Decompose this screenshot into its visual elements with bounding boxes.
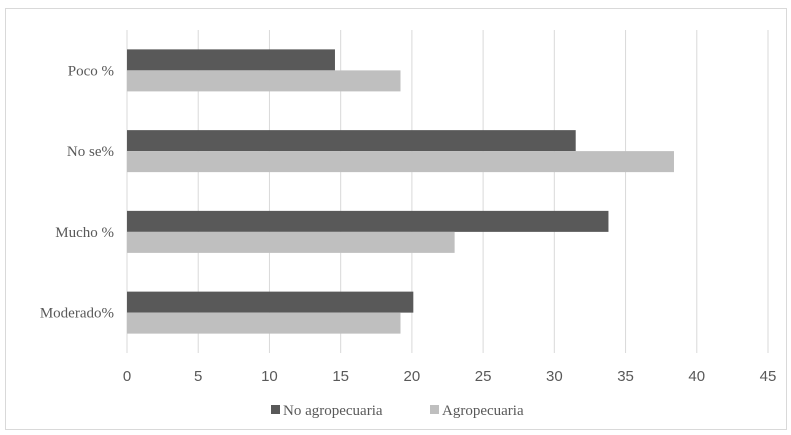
- bar-no-agropecuaria-1: [127, 130, 576, 152]
- x-tick-label: 15: [332, 368, 349, 385]
- legend-label-0: No agropecuaria: [283, 403, 383, 419]
- x-tick-label: 45: [760, 368, 777, 385]
- bar-no-agropecuaria-0: [127, 49, 335, 71]
- legend-label-1: Agropecuaria: [442, 403, 524, 419]
- bar-agropecuaria-3: [127, 312, 401, 334]
- x-tick-label: 5: [194, 368, 202, 385]
- bar-no-agropecuaria-2: [127, 210, 609, 232]
- category-labels: Poco % No se% Mucho % Moderado%: [40, 63, 114, 321]
- bar-agropecuaria-0: [127, 70, 401, 92]
- legend-swatch-0: [271, 405, 280, 414]
- x-tick-label: 25: [475, 368, 492, 385]
- x-tick-label: 35: [617, 368, 634, 385]
- x-tick-label: 30: [546, 368, 563, 385]
- x-tick-label: 0: [123, 368, 131, 385]
- x-tick-label: 40: [688, 368, 705, 385]
- x-tick-label: 10: [261, 368, 278, 385]
- bar-agropecuaria-1: [127, 151, 674, 173]
- bar-no-agropecuaria-3: [127, 291, 414, 313]
- legend: No agropecuaria Agropecuaria: [271, 403, 524, 419]
- x-axis-tick-labels: 0 5 10 15 20 25 30 35 40 45: [123, 368, 777, 385]
- category-label: Moderado%: [40, 306, 114, 322]
- bars: [127, 49, 674, 334]
- category-label: Poco %: [68, 63, 114, 79]
- category-label: No se%: [67, 144, 114, 160]
- bar-agropecuaria-2: [127, 231, 455, 253]
- x-tick-label: 20: [404, 368, 421, 385]
- legend-swatch-1: [430, 405, 439, 414]
- category-label: Mucho %: [55, 225, 114, 241]
